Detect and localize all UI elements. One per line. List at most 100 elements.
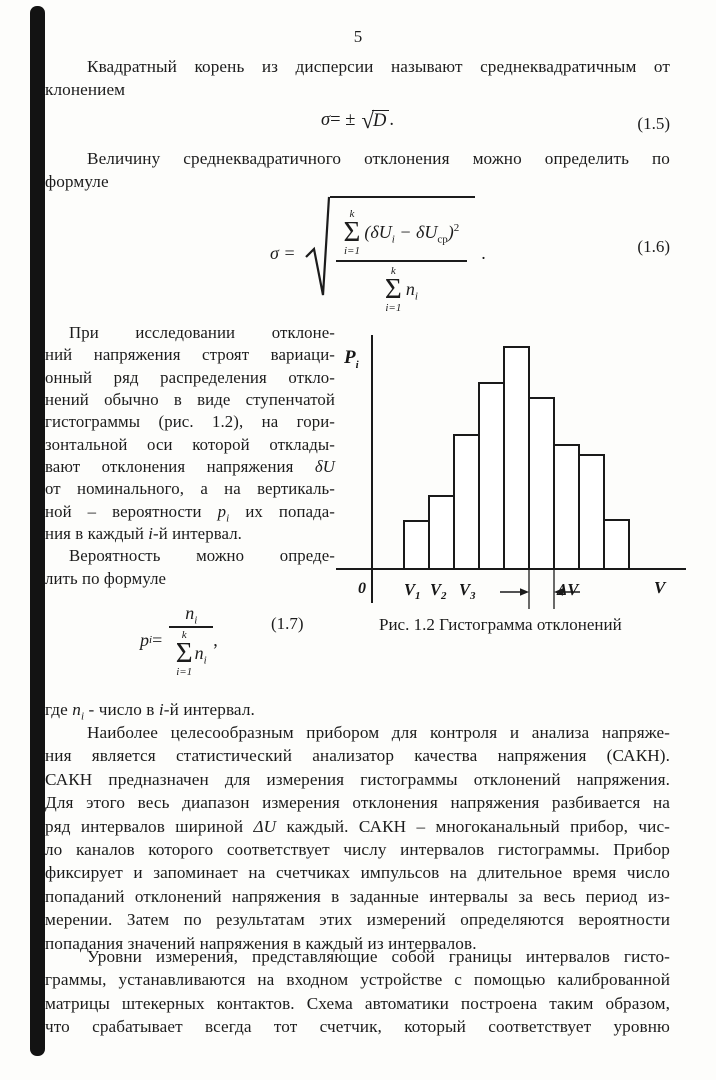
sigma-operator: Σ	[343, 216, 361, 249]
histogram-bar	[478, 382, 505, 570]
sum-lower-limit: i=1	[176, 665, 193, 678]
formula-superscript: 2	[453, 221, 460, 234]
formula-term: n	[72, 700, 81, 719]
radicand: k Σ i=1 (δUi − δUср)2 k Σ i=1	[329, 196, 476, 314]
scan-edge-artifact	[30, 6, 45, 1056]
histogram-bar	[403, 520, 430, 570]
formula-term: =	[152, 629, 163, 650]
formula-expression: ni	[405, 278, 418, 303]
x-axis-label: V	[654, 578, 667, 597]
summation: k Σ i=1	[176, 629, 193, 678]
sum-upper-limit: k	[349, 208, 355, 220]
formula-subscript: i	[414, 290, 418, 303]
text-run: - число в	[84, 700, 159, 719]
formula: σ = ± √ D .	[45, 109, 670, 132]
histogram-bar	[528, 397, 555, 570]
sum-lower-limit: i=1	[343, 244, 360, 257]
formula-term: = ±	[330, 110, 356, 130]
fraction-numerator: k Σ i=1 (δUi − δUср)2	[335, 208, 468, 262]
text-line: ной – вероятности pi их попада-	[45, 501, 335, 525]
paragraph-1: Квадратный корень из дисперсии называют …	[45, 55, 670, 102]
fraction: ni k Σ i=1 ni	[169, 603, 214, 678]
equation-1-6: σ = k Σ i=1 (δUi − δUср)2	[45, 193, 670, 314]
fraction-bar	[169, 626, 214, 628]
paragraph-4: Уровни измерения, представляющие собой г…	[45, 945, 670, 1039]
text-run: ной – вероятности	[45, 501, 218, 521]
histogram-bar	[428, 495, 455, 570]
formula-subscript: i	[391, 233, 395, 246]
paragraph-2: Величину среднеквадратичного отклонения …	[45, 147, 670, 194]
sum-upper-limit: k	[181, 629, 187, 641]
x-tick-v1: V1	[404, 580, 421, 602]
formula-expression: (δUi − δUср)2	[364, 221, 460, 246]
text-run: -й интервал.	[153, 524, 242, 544]
summation: k Σ i=1	[385, 265, 402, 314]
text-column: При исследовании отклоне- ний напряжения…	[45, 322, 335, 590]
text-run: ния в каждый	[45, 524, 149, 544]
text-run: вают отклонения напряжения	[45, 457, 315, 477]
text-line: нений обычно в виде ступенчатой	[45, 390, 335, 410]
formula-subscript: i	[80, 710, 85, 723]
origin-label: 0	[358, 580, 366, 597]
text-line: ряд интервалов шириной ΔU каждый. САКН –…	[45, 815, 670, 838]
formula: σ = k Σ i=1 (δUi − δUср)2	[270, 193, 486, 314]
text-line: клонением	[45, 80, 126, 100]
sum-upper-limit: k	[390, 264, 396, 277]
formula-term: ,	[213, 629, 218, 650]
formula-term: n	[194, 642, 204, 663]
text-line: попадания значений напряжения в каждый и…	[45, 933, 477, 953]
formula-expression: ni	[194, 642, 207, 667]
text-line: матрицы штекерных контактов. Схема автом…	[45, 993, 670, 1013]
fraction-denominator: k Σ i=1 ni	[385, 262, 418, 314]
fraction-numerator: ni	[185, 603, 197, 626]
formula-subscript: i	[226, 512, 230, 525]
formula-term: n	[185, 603, 195, 623]
histogram-bar	[553, 444, 580, 570]
histogram-bar	[578, 454, 605, 570]
histogram-bar	[453, 434, 480, 570]
text-line: При исследовании отклоне-	[69, 323, 335, 342]
text-line: от номинального, а на вертикаль-	[45, 479, 335, 499]
formula-subscript: ср	[437, 233, 448, 246]
formula-term: n	[405, 278, 415, 299]
text-line: граммы, устанавливаются на входном устро…	[45, 970, 670, 990]
text-line: Квадратный корень из дисперсии называют …	[87, 57, 670, 76]
equation-number: (1.7)	[271, 614, 304, 633]
interval-label: ΔV	[556, 580, 580, 599]
y-axis-label: Pi	[343, 347, 360, 371]
equation-1-5: σ = ± √ D . (1.5)	[45, 109, 670, 143]
histogram-figure: Pi 0 V1 V2 V3 ΔV V	[328, 316, 708, 616]
formula-subscript: i	[203, 654, 207, 667]
formula-term: i	[148, 524, 153, 544]
text-line: Величину среднеквадратичного отклонения …	[87, 149, 670, 168]
text-line: ния в каждый i-й интервал.	[45, 523, 335, 545]
summation: k Σ i=1	[344, 208, 361, 257]
formula-term: p	[217, 501, 227, 521]
text-line: Для этого весь диапазон измерения отклон…	[45, 793, 670, 813]
text-line: вают отклонения напряжения δU	[45, 456, 335, 478]
text-line: лить по формуле	[45, 568, 167, 588]
text-line: Наиболее целесообразным прибором для кон…	[87, 723, 670, 742]
text-line: попаданий отклонений напряжения в заданн…	[45, 886, 670, 906]
formula-term: σ =	[270, 242, 296, 263]
arrow-left-head-icon	[554, 588, 563, 596]
fraction-denominator: k Σ i=1 ni	[176, 629, 207, 678]
arrow-right-head-icon	[520, 588, 529, 596]
histogram-bars	[403, 346, 630, 570]
text-line: мерении. Затем по результатам этих измер…	[45, 910, 670, 930]
formula-term: .	[389, 110, 394, 130]
formula-term: σ	[321, 110, 331, 130]
sigma-operator: Σ	[384, 272, 402, 305]
formula-term: .	[481, 242, 486, 263]
x-tick-v3: V3	[459, 580, 476, 602]
formula-term: ΔU	[253, 816, 277, 836]
text-line: фиксирует и запоминает на счетчиках импу…	[45, 863, 670, 883]
text-line: Вероятность можно опреде-	[69, 546, 335, 566]
equation-number: (1.5)	[637, 114, 670, 133]
text-line: формуле	[45, 172, 109, 192]
equation-number: (1.6)	[637, 237, 670, 256]
text-run: их попада-	[229, 501, 335, 521]
formula-term: δU	[314, 457, 335, 477]
